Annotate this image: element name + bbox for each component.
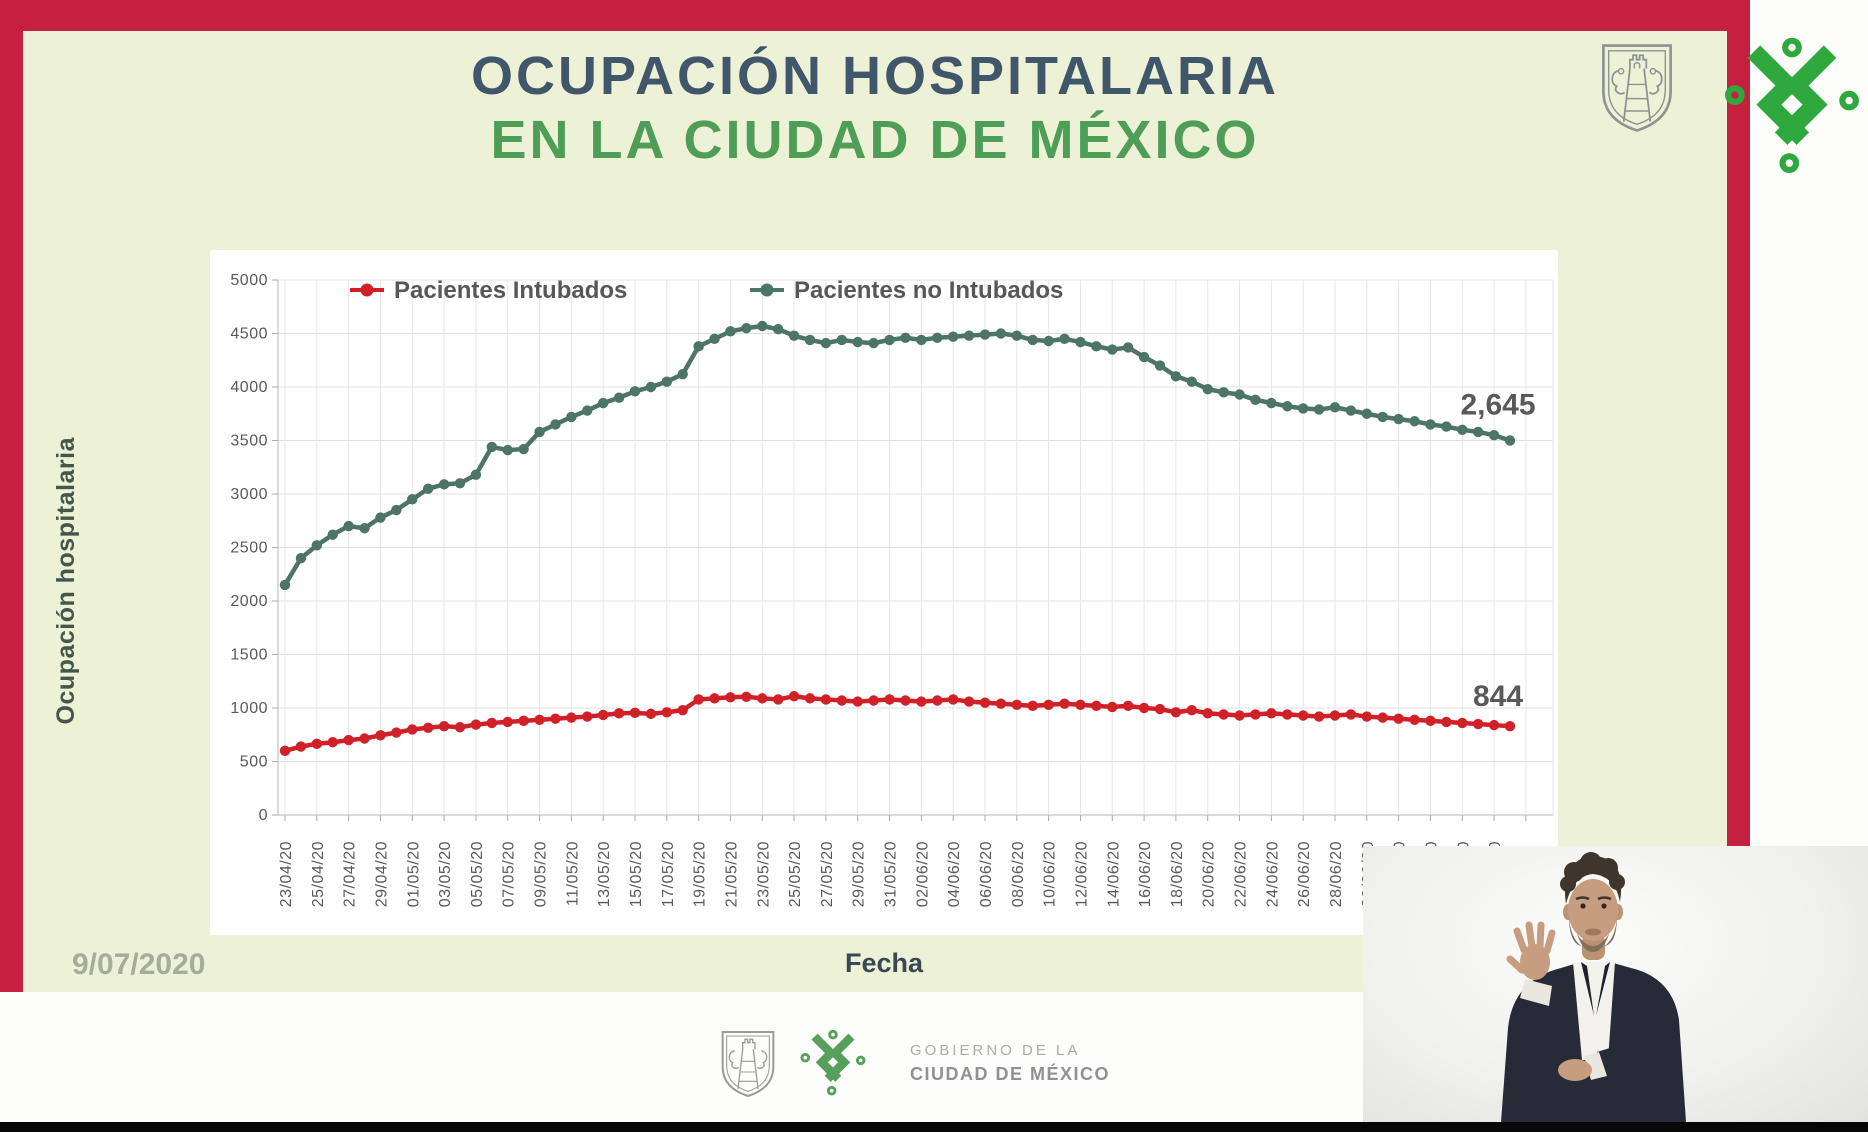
svg-text:29/05/20: 29/05/20 bbox=[851, 841, 868, 907]
slide-date: 9/07/2020 bbox=[72, 948, 206, 981]
svg-text:25/05/20: 25/05/20 bbox=[787, 841, 804, 907]
gov-text-line2: CIUDAD DE MÉXICO bbox=[910, 1064, 1111, 1084]
svg-text:14/06/20: 14/06/20 bbox=[1105, 841, 1122, 907]
svg-text:3500: 3500 bbox=[230, 433, 268, 450]
svg-text:Pacientes no Intubados: Pacientes no Intubados bbox=[794, 277, 1063, 304]
svg-text:1500: 1500 bbox=[230, 647, 268, 664]
svg-text:0: 0 bbox=[259, 807, 268, 824]
svg-text:12/06/20: 12/06/20 bbox=[1073, 841, 1090, 907]
svg-text:17/05/20: 17/05/20 bbox=[660, 841, 677, 907]
svg-text:2500: 2500 bbox=[230, 540, 268, 557]
svg-text:04/06/20: 04/06/20 bbox=[946, 841, 963, 907]
slide-title: OCUPACIÓN HOSPITALARIA EN LA CIUDAD DE M… bbox=[23, 44, 1727, 172]
svg-text:09/05/20: 09/05/20 bbox=[533, 841, 550, 907]
svg-text:23/04/20: 23/04/20 bbox=[278, 841, 295, 907]
svg-text:29/04/20: 29/04/20 bbox=[373, 841, 390, 907]
svg-text:500: 500 bbox=[240, 754, 268, 771]
svg-text:24/06/20: 24/06/20 bbox=[1264, 841, 1281, 907]
svg-text:22/06/20: 22/06/20 bbox=[1233, 841, 1250, 907]
svg-text:20/06/20: 20/06/20 bbox=[1201, 841, 1218, 907]
svg-text:08/06/20: 08/06/20 bbox=[1010, 841, 1027, 907]
svg-text:18/06/20: 18/06/20 bbox=[1169, 841, 1186, 907]
series-pacientes-intubados bbox=[279, 691, 1516, 756]
svg-text:5000: 5000 bbox=[230, 272, 268, 289]
svg-text:1000: 1000 bbox=[230, 700, 268, 717]
svg-text:27/04/20: 27/04/20 bbox=[342, 841, 359, 907]
svg-text:21/05/20: 21/05/20 bbox=[723, 841, 740, 907]
svg-text:3000: 3000 bbox=[230, 486, 268, 503]
cdmx-coat-of-arms-icon bbox=[718, 1028, 778, 1100]
svg-text:28/06/20: 28/06/20 bbox=[1328, 841, 1345, 907]
legend: Pacientes Intubados Pacientes no Intubado… bbox=[350, 277, 1063, 304]
slide-title-line1: OCUPACIÓN HOSPITALARIA bbox=[471, 46, 1279, 106]
x-axis-labels: 23/04/20 25/04/20 27/04/20 29/04/20 01/05/20… bbox=[278, 841, 1504, 907]
svg-text:26/06/20: 26/06/20 bbox=[1296, 841, 1313, 907]
svg-text:4000: 4000 bbox=[230, 379, 268, 396]
end-label: 844 bbox=[1473, 680, 1523, 713]
svg-text:Pacientes Intubados: Pacientes Intubados bbox=[394, 277, 627, 304]
svg-text:19/05/20: 19/05/20 bbox=[692, 841, 709, 907]
y-axis-title: Ocupación hospitalaria bbox=[51, 436, 80, 725]
svg-text:25/04/20: 25/04/20 bbox=[310, 841, 327, 907]
svg-text:16/06/20: 16/06/20 bbox=[1137, 841, 1154, 907]
svg-text:4500: 4500 bbox=[230, 326, 268, 343]
svg-text:06/06/20: 06/06/20 bbox=[978, 841, 995, 907]
v-gridlines-and-x-ticks bbox=[284, 280, 1554, 821]
cdmx-x-logo-icon bbox=[1724, 37, 1860, 174]
svg-text:13/05/20: 13/05/20 bbox=[596, 841, 613, 907]
svg-text:02/06/20: 02/06/20 bbox=[914, 841, 931, 907]
svg-text:03/05/20: 03/05/20 bbox=[437, 841, 454, 907]
hospital-occupancy-line-chart: 0 500 1000 1500 2000 2500 3000 3500 4000 4500 5000… bbox=[230, 272, 1554, 907]
interpreter-figure bbox=[1501, 852, 1686, 1122]
svg-text:10/06/20: 10/06/20 bbox=[1042, 841, 1059, 907]
svg-text:23/05/20: 23/05/20 bbox=[755, 841, 772, 907]
cdmx-x-logo-icon bbox=[800, 1029, 866, 1096]
end-label: 2,645 bbox=[1460, 389, 1535, 422]
svg-text:15/05/20: 15/05/20 bbox=[628, 841, 645, 907]
series-pacientes-no-intubados bbox=[279, 320, 1516, 591]
chart-panel: 0 500 1000 1500 2000 2500 3000 3500 4000 4500 5000… bbox=[210, 250, 1558, 935]
svg-text:01/05/20: 01/05/20 bbox=[405, 841, 422, 907]
svg-text:05/05/20: 05/05/20 bbox=[469, 841, 486, 907]
x-axis-title: Fecha bbox=[844, 948, 924, 978]
sign-language-interpreter-video bbox=[1363, 846, 1868, 1122]
h-gridlines-and-y-ticks: 0 500 1000 1500 2000 2500 3000 3500 4000 4500 5000 bbox=[230, 272, 1553, 824]
svg-text:11/05/20: 11/05/20 bbox=[564, 841, 581, 906]
gov-text-line1: GOBIERNO DE LA bbox=[910, 1042, 1081, 1059]
svg-text:27/05/20: 27/05/20 bbox=[819, 841, 836, 907]
government-footer: GOBIERNO DE LA CIUDAD DE MÉXICO bbox=[718, 1024, 1110, 1114]
svg-text:31/05/20: 31/05/20 bbox=[883, 841, 900, 907]
svg-text:2000: 2000 bbox=[230, 593, 268, 610]
bottom-black-bar bbox=[0, 1122, 1868, 1132]
slide-title-line2: EN LA CIUDAD DE MÉXICO bbox=[490, 110, 1260, 170]
svg-text:07/05/20: 07/05/20 bbox=[501, 841, 518, 907]
cdmx-coat-of-arms-icon bbox=[1597, 42, 1677, 134]
